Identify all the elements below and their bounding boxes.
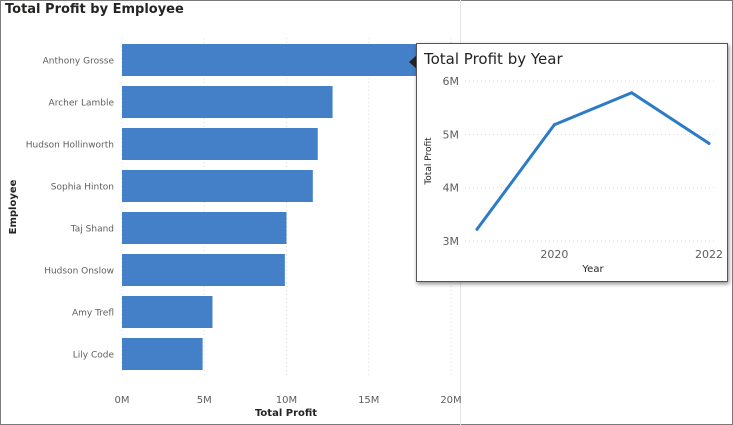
chart-title: Total Profit by Employee — [5, 2, 184, 17]
y-tick-label: Anthony Grosse — [43, 57, 115, 67]
series-line — [475, 91, 711, 231]
bar — [122, 86, 333, 118]
x-tick-label: 2022 — [695, 248, 723, 261]
y-tick-label: Taj Shand — [70, 225, 114, 235]
x-tick-label: 2020 — [540, 248, 568, 261]
y-tick-label: Hudson Onslow — [44, 267, 114, 277]
y-tick-label: 6M — [443, 75, 460, 88]
y-tick-label: 4M — [443, 182, 460, 195]
y-axis-label: Employee — [8, 179, 19, 234]
x-tick-label: 10M — [276, 395, 297, 406]
bar — [122, 128, 318, 160]
x-axis-label: Total Profit — [255, 408, 317, 419]
bar — [122, 212, 287, 244]
y-tick-label: Sophia Hinton — [51, 183, 114, 193]
x-tick-label: 0M — [115, 395, 130, 406]
x-tick-label: 20M — [440, 395, 461, 406]
bar — [122, 170, 313, 202]
data-point — [552, 123, 556, 127]
x-tick-label: 15M — [358, 395, 379, 406]
y-tick-label: Lily Code — [73, 351, 115, 361]
data-point — [475, 227, 479, 231]
tooltip-panel: 3M 4M 5M 6M 2020 2022 Year Total Profit Total P… — [416, 43, 728, 282]
x-tick-label: 5M — [197, 395, 212, 406]
bar — [122, 338, 203, 370]
bar — [122, 44, 433, 76]
y-axis-label: Total Profit — [424, 137, 434, 186]
tooltip-pointer — [409, 55, 417, 69]
y-tick-label: 3M — [443, 235, 460, 248]
bar — [122, 296, 213, 328]
y-tick-label: Amy Trefl — [72, 309, 114, 319]
line-chart: 3M 4M 5M 6M 2020 2022 Year Total Profit — [424, 75, 723, 275]
y-tick-label: Archer Lamble — [49, 99, 115, 109]
y-tick-label: Hudson Hollinworth — [26, 141, 114, 151]
bar — [122, 254, 285, 286]
tooltip-title: Total Profit by Year — [424, 50, 563, 68]
y-tick-label: 5M — [443, 128, 460, 141]
data-point — [630, 91, 634, 95]
x-axis-label: Year — [581, 264, 604, 275]
data-point — [707, 141, 711, 145]
